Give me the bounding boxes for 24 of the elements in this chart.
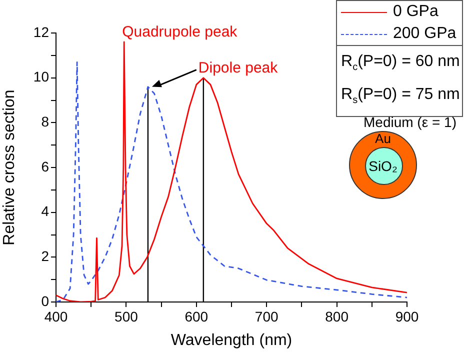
y-tick-label: 2 <box>41 248 50 264</box>
y-tick-label: 10 <box>33 68 50 85</box>
x-tick-label: 400 <box>44 308 68 324</box>
x-tick-label: 800 <box>325 308 349 324</box>
y-tick-label: 0 <box>41 292 50 309</box>
y-tick-label: 12 <box>33 24 50 40</box>
y-tick-label: 8 <box>41 114 50 130</box>
annotation: Medium (ε = 1) <box>362 114 458 130</box>
y-axis-title: Relative cross section <box>1 90 18 246</box>
x-tick-label: 500 <box>114 308 138 324</box>
annotation: SiO₂ <box>368 158 398 174</box>
y-tick-label: 4 <box>41 203 50 220</box>
annotation: Dipole peak <box>198 59 278 76</box>
x-axis-title: Wavelength (nm) <box>170 332 292 349</box>
annotation: Au <box>374 131 392 147</box>
annotation: R$_{s}$(P=0) = 75 nm <box>341 85 460 108</box>
x-tick-label: 600 <box>184 308 208 324</box>
annotation: R$_{c}$(P=0) = 60 nm <box>341 52 460 76</box>
legend-label: 200 GPa <box>393 25 456 43</box>
x-tick-label: 900 <box>395 308 419 324</box>
y-tick-label: 6 <box>41 158 50 174</box>
legend-label: 0 GPa <box>393 3 438 21</box>
x-tick-label: 700 <box>254 308 278 324</box>
annotation: Quadrupole peak <box>122 24 238 41</box>
